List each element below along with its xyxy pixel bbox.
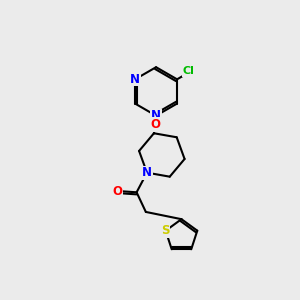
Text: N: N — [142, 166, 152, 179]
Text: N: N — [151, 109, 161, 122]
Text: N: N — [130, 73, 140, 86]
Text: O: O — [150, 118, 160, 131]
Text: O: O — [112, 184, 122, 198]
Text: Cl: Cl — [182, 66, 194, 76]
Text: S: S — [161, 224, 170, 237]
